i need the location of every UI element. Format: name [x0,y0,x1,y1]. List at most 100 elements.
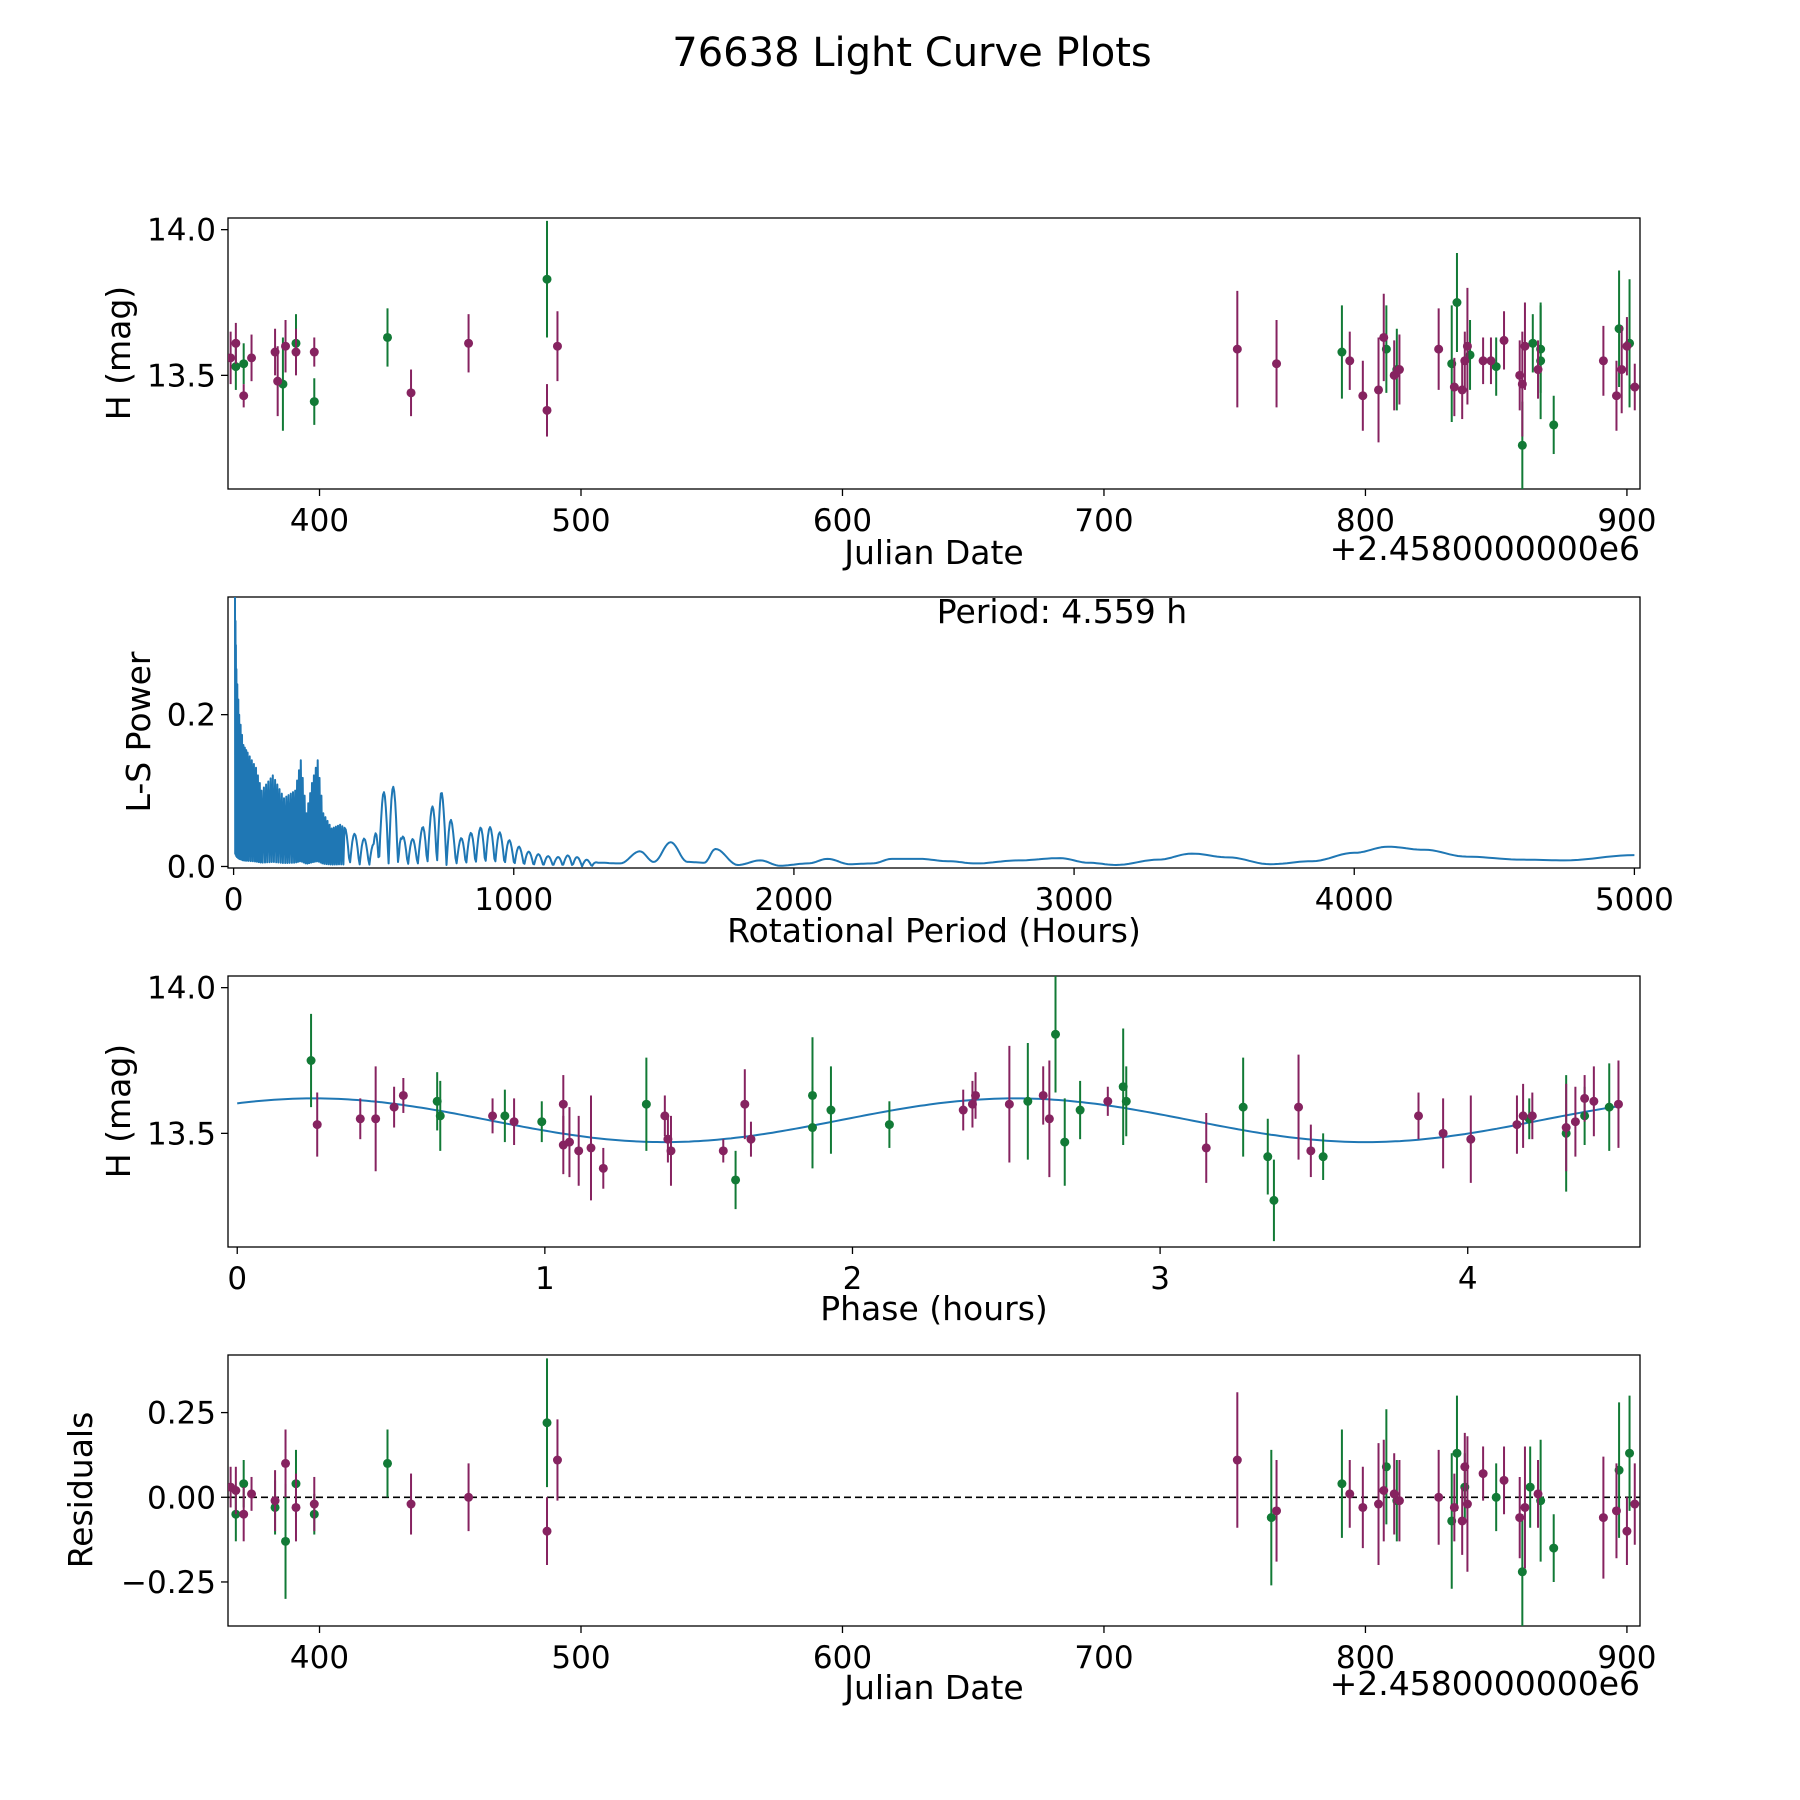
residuals-data-point-purple [1449,1502,1459,1512]
residuals-offset-label: +2.4580000000e6 [1330,1664,1640,1703]
phased-light-curve-x-tick-label: 2 [843,1261,863,1297]
residuals-data-point-purple [231,1486,241,1495]
phased-light-curve-data-point-green [1121,1096,1131,1106]
raw-light-curve-data-point-purple [1272,359,1282,369]
periodogram-frame [227,596,1641,869]
raw-light-curve-data-point-green [1549,420,1559,430]
raw-light-curve-x-tick-label: 400 [290,503,349,539]
raw-light-curve-data-point-purple [1486,356,1496,366]
residuals-data-point-purple [1622,1526,1632,1536]
residuals-data-point-purple [270,1496,280,1506]
residuals-data-point-purple [1520,1502,1530,1512]
raw-light-curve-data-point-purple [1478,356,1488,366]
residuals-data-point-green [1517,1567,1527,1577]
raw-light-curve-x-tick-label: 800 [1336,503,1395,539]
raw-light-curve-data-point-green [239,359,249,369]
residuals-data-point-purple [247,1489,257,1499]
phased-light-curve-y-tick-label: 13.5 [147,1116,216,1152]
raw-light-curve-data-point-green [231,362,241,372]
phased-light-curve-data-point-purple [1438,1128,1448,1138]
raw-light-curve-data-point-purple [291,347,301,357]
residuals-data-point-purple [291,1502,301,1512]
raw-light-curve-data-point-purple [247,353,257,363]
phased-light-curve-data-point-purple [1103,1096,1113,1106]
raw-light-curve-data-point-purple [1449,382,1459,392]
phased-light-curve-data-point-purple [488,1111,498,1121]
raw-light-curve-y-tick-label: 13.5 [147,358,216,394]
phased-light-curve-data-point-green [1051,1029,1061,1039]
phased-light-curve-data-point-purple [312,1120,322,1130]
phased-light-curve-x-axis-label: Phase (hours) [820,1289,1048,1328]
phased-light-curve-data-point-purple [1294,1102,1304,1112]
raw-light-curve-data-point-purple [1374,385,1384,395]
raw-light-curve-data-point-green [1491,362,1501,372]
phased-light-curve-data-point-green [1318,1152,1328,1162]
residuals-data-point-purple [1533,1489,1543,1499]
residuals-y-tick-label: 0.00 [147,1480,216,1516]
phased-light-curve-data-point-purple [971,1090,981,1100]
phased-light-curve-data-point-purple [574,1146,584,1156]
residuals-data-point-purple [1394,1496,1404,1506]
residuals-data-point-purple [1457,1516,1467,1526]
residuals-x-tick-label: 800 [1336,1640,1395,1676]
residuals-x-tick-label: 900 [1597,1640,1656,1676]
phased-light-curve-x-tick-label: 4 [1458,1261,1478,1297]
periodogram-x-tick-label: 3000 [1035,882,1114,918]
raw-light-curve-data-point-purple [1379,332,1389,342]
raw-light-curve-data-point-green [1517,440,1527,450]
phased-light-curve-x-tick-label: 1 [535,1261,555,1297]
raw-light-curve-data-point-purple [542,405,552,415]
phased-light-curve-data-point-green [807,1123,817,1133]
residuals-x-tick-label: 500 [551,1640,610,1676]
residuals-data-point-green [1452,1448,1462,1458]
phased-light-curve-data-point-purple [1613,1099,1623,1109]
raw-light-curve-data-point-purple [1434,344,1444,354]
raw-light-curve-x-tick-label: 900 [1597,503,1656,539]
raw-light-curve-data-point-purple [1394,365,1404,375]
residuals-x-axis-label: Julian Date [842,1668,1024,1707]
residuals-y-tick-label: 0.25 [147,1396,216,1432]
raw-light-curve-data-point-purple [1617,365,1627,375]
phased-light-curve-data-point-green [435,1111,445,1121]
phased-light-curve-data-point-purple [666,1146,676,1156]
raw-light-curve-data-point-green [1528,338,1538,348]
residuals-data-point-purple [1434,1492,1444,1502]
raw-light-curve-y-axis-label: H (mag) [99,286,138,420]
raw-light-curve-data-point-green [542,274,552,284]
phased-light-curve-data-point-green [641,1099,651,1109]
residuals-data-point-purple [281,1458,291,1468]
raw-light-curve-x-tick-label: 500 [551,503,610,539]
phased-light-curve-data-point-purple [586,1143,596,1153]
phased-light-curve-data-point-green [1604,1102,1614,1112]
periodogram-line [234,597,1635,868]
phased-light-curve-data-point-purple [558,1099,568,1109]
residuals-y-tick-label: −0.25 [121,1565,216,1601]
raw-light-curve-data-point-purple [1598,356,1608,366]
phased-light-curve-data-point-green [537,1117,547,1127]
phased-light-curve-data-point-purple [718,1146,728,1156]
periodogram-x-tick-label: 4000 [1315,882,1394,918]
phased-light-curve-data-point-purple [1570,1117,1580,1127]
phased-light-curve-data-point-purple [398,1090,408,1100]
phased-light-curve-data-point-purple [1512,1120,1522,1130]
periodogram-data [234,597,1635,868]
residuals-data-point-purple [239,1509,249,1519]
phased-light-curve-data-point-green [826,1105,836,1115]
raw-light-curve-data-point-purple [1611,391,1621,401]
raw-light-curve-data-point-purple [1358,391,1368,401]
raw-light-curve-data-point-purple [1622,341,1632,351]
periodogram-x-axis-label: Rotational Period (Hours) [727,911,1141,950]
periodogram-x-tick-label: 5000 [1595,882,1674,918]
residuals-data-point-purple [464,1492,474,1502]
residuals-data-point-purple [309,1499,319,1509]
phased-light-curve-data-point-green [1238,1102,1248,1112]
raw-light-curve-data-point-purple [464,338,474,348]
phased-light-curve-data-point-green [884,1120,894,1130]
residuals-data-point-green [1525,1482,1535,1492]
phased-light-curve-data-point-purple [1201,1143,1211,1153]
periodogram-y-axis-label: L-S Power [119,651,158,812]
residuals-data-point-purple [552,1455,562,1465]
residuals-data-point-purple [1462,1499,1472,1509]
phased-light-curve-data-point-purple [958,1105,968,1115]
periodogram-x-tick-label: 2000 [754,882,833,918]
